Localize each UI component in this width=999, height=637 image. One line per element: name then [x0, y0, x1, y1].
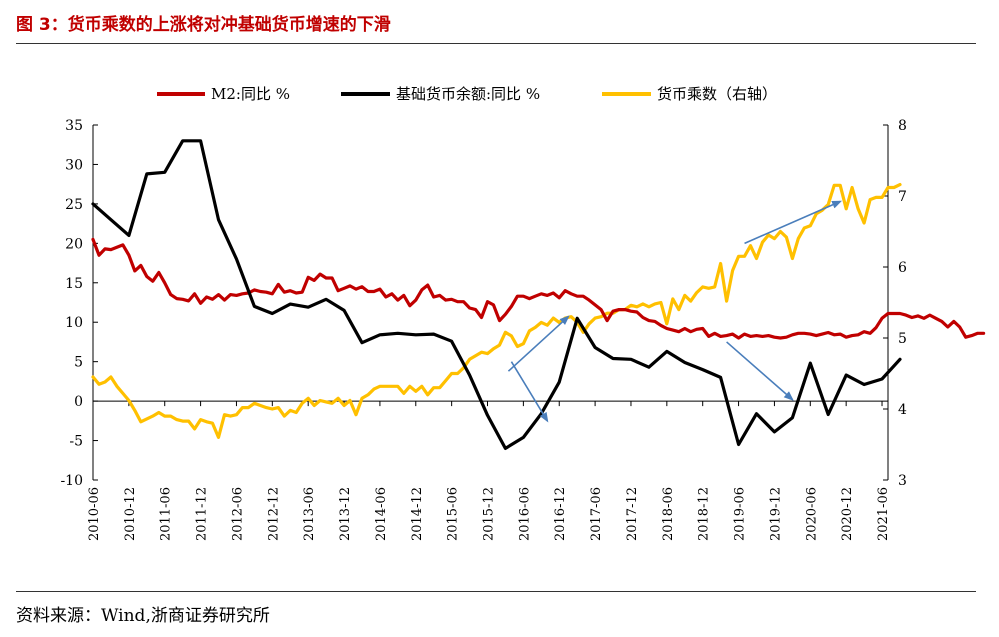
x-tick-label: 2016-06: [517, 487, 532, 541]
y-right-tick-label: 5: [898, 331, 907, 347]
legend-label-mult: 货币乘数（右轴）: [657, 85, 777, 103]
trend-arrow-1: [507, 315, 570, 372]
legend-label-m2: M2:同比 %: [211, 85, 290, 103]
series-line-m2: [91, 237, 986, 340]
x-tick-label: 2012-12: [266, 487, 281, 541]
trend-arrow-4: [726, 341, 794, 401]
x-tick-label: 2015-06: [446, 487, 461, 541]
x-tick-label: 2018-12: [697, 487, 712, 541]
x-tick-label: 2011-06: [159, 487, 174, 541]
y-left-tick-label: 30: [65, 157, 83, 173]
series-lines: [91, 139, 986, 450]
x-tick-label: 2018-06: [661, 487, 676, 541]
x-tick-label: 2020-12: [840, 487, 855, 541]
top-rule: [16, 43, 976, 44]
x-tick-label: 2013-12: [338, 487, 353, 541]
y-right-tick-label: 7: [898, 189, 907, 205]
bottom-rule: [16, 591, 976, 592]
trend-arrow-3: [744, 200, 843, 245]
y-right-tick-label: 8: [898, 118, 907, 134]
chart: M2:同比 % 基础货币余额:同比 % 货币乘数（右轴） -10 -5 0 5 10 15…: [60, 85, 986, 541]
y-left-tick-label: 10: [65, 315, 83, 331]
source-note: 资料来源：Wind,浙商证券研究所: [16, 606, 270, 626]
axes: -10 -5 0 5 10 15 20 25 30 35 3 4 5 6 7 8 2010-06 2010-12 2…: [60, 118, 907, 541]
trend-arrows: [507, 200, 843, 423]
x-tick-label: 2015-12: [482, 487, 497, 541]
figure-title: 图 3：货币乘数的上涨将对冲基础货币增速的下滑: [16, 15, 391, 35]
x-tick-label: 2013-06: [302, 487, 317, 541]
x-tick-label: 2019-06: [733, 487, 748, 541]
x-tick-label: 2014-12: [410, 487, 425, 541]
x-tick-label: 2012-06: [230, 487, 245, 541]
x-tick-label: 2017-12: [625, 487, 640, 541]
x-tick-label: 2020-06: [804, 487, 819, 541]
y-left-tick-label: 20: [65, 236, 83, 252]
x-tick-label: 2011-12: [195, 487, 210, 541]
y-right-tick-label: 6: [898, 260, 907, 276]
y-left-tick-label: 25: [65, 197, 83, 213]
x-tick-label: 2019-12: [768, 487, 783, 541]
trend-arrow-2: [510, 361, 549, 423]
y-left-tick-label: -5: [69, 434, 83, 450]
series-line-money-multiplier: [91, 183, 902, 439]
x-tick-label: 2014-06: [374, 487, 389, 541]
x-tick-label: 2010-06: [87, 487, 102, 541]
legend: M2:同比 % 基础货币余额:同比 % 货币乘数（右轴）: [157, 85, 777, 103]
y-left-tick-label: 15: [65, 276, 83, 292]
x-tick-label: 2010-12: [123, 487, 138, 541]
x-tick-label: 2016-12: [553, 487, 568, 541]
y-left-tick-label: 5: [74, 355, 83, 371]
y-right-tick-label: 3: [898, 473, 907, 489]
x-tick-label: 2021-06: [876, 487, 891, 541]
series-line-base-money: [91, 139, 902, 450]
y-left-tick-label: 0: [74, 394, 83, 410]
y-left-tick-label: 35: [65, 118, 83, 134]
y-left-tick-label: -10: [60, 473, 83, 489]
x-tick-label: 2017-06: [589, 487, 604, 541]
y-right-tick-label: 4: [898, 402, 907, 418]
legend-label-base: 基础货币余额:同比 %: [396, 85, 540, 103]
